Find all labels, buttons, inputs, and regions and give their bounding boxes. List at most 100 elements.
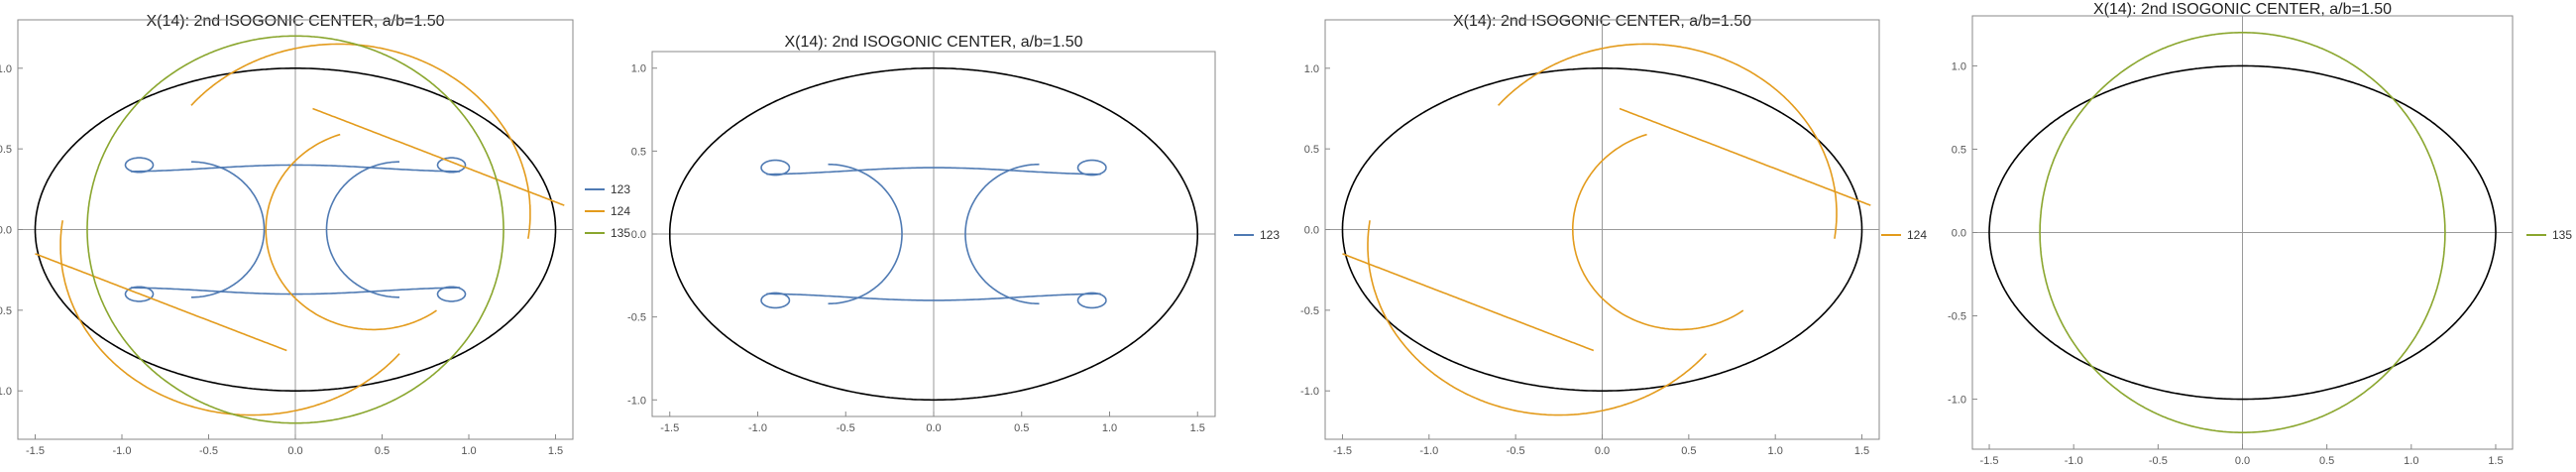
series-line-123	[124, 286, 155, 302]
chart-panel-1: X(14): 2nd ISOGONIC CENTER, a/b=1.50-1.5…	[0, 13, 630, 457]
chart-title: X(14): 2nd ISOGONIC CENTER, a/b=1.50	[2093, 1, 2392, 18]
y-tick-label: 0.5	[631, 146, 646, 158]
x-tick-label: -1.5	[660, 422, 679, 434]
x-tick-label: -1.5	[1333, 445, 1352, 457]
chart-panel-3: X(14): 2nd ISOGONIC CENTER, a/b=1.50-1.5…	[1300, 13, 1927, 457]
series-line-124	[59, 220, 400, 416]
chart-panel-2: X(14): 2nd ISOGONIC CENTER, a/b=1.50 -1.5…	[627, 34, 1280, 434]
x-tick-label: -0.5	[837, 422, 855, 434]
x-tick-label: 0.0	[287, 445, 302, 457]
series-line-123	[766, 293, 1101, 301]
x-tick-label: 0.0	[926, 422, 941, 434]
x-tick-label: -1.5	[26, 445, 45, 457]
reference-ellipse	[1341, 67, 1863, 392]
series-line-123	[436, 157, 467, 174]
y-tick-label: -1.0	[1300, 386, 1319, 398]
x-tick-label: -1.0	[748, 422, 767, 434]
y-tick-label: 1.0	[1304, 63, 1319, 75]
y-tick-label: -1.0	[1948, 395, 1966, 407]
series-line-124	[1498, 43, 1838, 239]
legend-label: 123	[611, 182, 630, 196]
x-tick-label: 0.5	[2319, 455, 2334, 467]
x-tick-label: 0.5	[375, 445, 390, 457]
x-tick-label: 1.0	[461, 445, 476, 457]
y-tick-label: 0.5	[1304, 144, 1319, 156]
reference-ellipse	[1988, 64, 2497, 401]
x-tick-label: -0.5	[2149, 455, 2168, 467]
plot-area	[669, 66, 1199, 402]
series-line-124	[1572, 133, 1744, 331]
series-line-123	[828, 163, 903, 305]
series-line-123	[1076, 159, 1107, 177]
reference-ellipse	[34, 67, 557, 392]
series-line-123	[436, 286, 467, 302]
y-tick-label: 0.0	[1952, 228, 1966, 240]
y-tick-label: -0.5	[1948, 311, 1966, 323]
x-tick-label: -1.5	[1980, 455, 1999, 467]
series-line-124	[1342, 253, 1595, 352]
x-tick-label: 0.5	[1681, 445, 1696, 457]
y-tick-label: 0.0	[631, 229, 646, 241]
y-tick-label: 1.0	[1952, 60, 1966, 72]
y-tick-label: -0.5	[0, 305, 12, 317]
plot-area	[34, 35, 565, 424]
x-tick-label: 1.0	[2404, 455, 2418, 467]
series-line-124	[35, 253, 287, 352]
y-tick-label: -0.5	[627, 312, 646, 324]
series-line-135	[2039, 31, 2446, 433]
x-tick-label: -0.5	[199, 445, 218, 457]
x-tick-label: 1.0	[1102, 422, 1117, 434]
x-tick-label: 1.5	[2488, 455, 2503, 467]
legend-label: 124	[1907, 228, 1927, 242]
y-tick-label: 0.0	[0, 225, 12, 237]
series-line-123	[130, 164, 461, 173]
legend-label: 123	[1260, 228, 1280, 242]
series-line-123	[325, 161, 399, 298]
x-tick-label: -1.0	[113, 445, 132, 457]
y-tick-label: 0.5	[0, 144, 12, 156]
series-line-124	[1619, 107, 1871, 206]
legend-label: 135	[2552, 228, 2572, 242]
legend: 123 124 135	[585, 182, 630, 240]
chart-title: X(14): 2nd ISOGONIC CENTER, a/b=1.50	[784, 34, 1082, 51]
series-line-123	[1076, 292, 1107, 309]
x-tick-label: 0.0	[1595, 445, 1610, 457]
x-tick-label: 0.0	[2235, 455, 2250, 467]
series-line-124	[190, 43, 531, 239]
legend: 135	[2526, 228, 2572, 242]
y-tick-label: -1.0	[0, 386, 12, 398]
y-tick-label: 1.0	[0, 63, 12, 75]
chart-panel-4: X(14): 2nd ISOGONIC CENTER, a/b=1.50 -1.5…	[1948, 1, 2572, 467]
series-line-135	[86, 35, 504, 424]
reference-ellipse	[669, 66, 1199, 402]
series-line-123	[760, 159, 791, 177]
y-tick-label: 0.0	[1304, 225, 1319, 237]
x-tick-label: 1.0	[1768, 445, 1783, 457]
y-tick-label: -0.5	[1300, 305, 1319, 317]
series-line-124	[265, 133, 437, 331]
x-tick-label: -1.0	[2065, 455, 2083, 467]
x-tick-label: 0.5	[1014, 422, 1029, 434]
legend-label: 135	[611, 226, 630, 240]
x-tick-label: 1.5	[1190, 422, 1205, 434]
legend: 123	[1234, 228, 1280, 242]
series-line-123	[964, 163, 1040, 305]
x-tick-label: -1.0	[1419, 445, 1438, 457]
plot-area	[1341, 43, 1871, 416]
series-line-123	[766, 167, 1101, 176]
x-tick-label: -0.5	[1507, 445, 1525, 457]
series-line-124	[1367, 220, 1707, 416]
series-line-123	[191, 161, 266, 298]
y-tick-label: 0.5	[1952, 144, 1966, 156]
x-tick-label: 1.5	[548, 445, 563, 457]
series-line-123	[760, 292, 791, 309]
series-line-123	[130, 287, 461, 295]
series-line-124	[312, 107, 565, 206]
series-line-123	[124, 157, 155, 174]
plot-area	[1988, 31, 2497, 433]
y-tick-label: -1.0	[627, 395, 646, 407]
x-tick-label: 1.5	[1854, 445, 1869, 457]
legend: 124	[1881, 228, 1927, 242]
legend-label: 124	[611, 204, 630, 218]
